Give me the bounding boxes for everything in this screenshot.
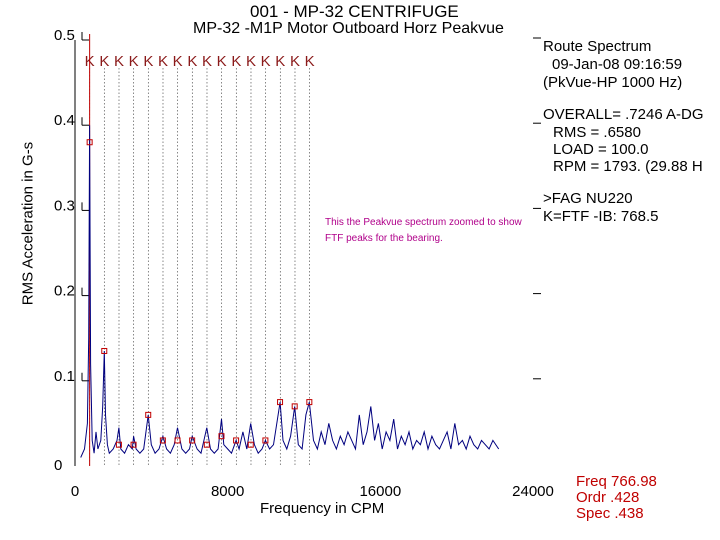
x-tick-label-1: 8000 xyxy=(211,483,244,500)
overall-value: OVERALL= .7246 A-DG xyxy=(543,106,704,123)
y-tick-marks-left xyxy=(81,32,89,382)
ftf-k-label-13: K xyxy=(261,53,271,70)
spectrum-trace xyxy=(80,125,500,458)
ftf-k-label-9: K xyxy=(202,53,212,70)
x-axis-label: Frequency in CPM xyxy=(260,500,385,517)
y-tick-label-1: 0.1 xyxy=(54,368,75,385)
peak-marker-12 xyxy=(247,441,254,448)
y-tick-label-0: 0 xyxy=(54,457,62,474)
cursor-order-readout: Ordr .428 xyxy=(576,489,640,506)
peak-marker-10 xyxy=(218,433,225,440)
peak-marker-9 xyxy=(203,441,210,448)
peak-marker-2 xyxy=(101,347,108,354)
ftf-k-label-15: K xyxy=(290,53,300,70)
y-tick-marks-right xyxy=(533,37,541,380)
peak-marker-4 xyxy=(130,441,137,448)
y-axis-label: RMS Acceleration in G-s xyxy=(19,141,37,306)
pkvue-label: (PkVue-HP 1000 Hz) xyxy=(543,74,683,91)
ftf-k-label-16: K xyxy=(305,53,315,70)
peak-marker-15 xyxy=(291,403,298,410)
route-spectrum-label: Route Spectrum xyxy=(543,38,652,55)
y-tick-label-2: 0.2 xyxy=(54,283,75,300)
peak-marker-13 xyxy=(262,437,269,444)
ftf-k-label-3: K xyxy=(114,53,124,70)
ftf-k-label-4: K xyxy=(129,53,139,70)
ftf-k-label-5: K xyxy=(143,53,153,70)
x-tick-label-3: 24000 xyxy=(512,483,554,500)
peak-marker-3 xyxy=(115,441,122,448)
peak-markers xyxy=(86,139,313,448)
annotation-note: This the Peakvue spectrum zoomed to show… xyxy=(325,217,522,244)
x-tick-label-0: 0 xyxy=(71,483,79,500)
ftf-k-label-11: K xyxy=(231,53,241,70)
spectrum-date: 09-Jan-08 09:16:59 xyxy=(552,56,683,73)
ftf-k-label-14: K xyxy=(275,53,285,70)
peak-marker-7 xyxy=(174,437,181,444)
y-tick-label-5: 0.5 xyxy=(54,27,75,44)
rpm-value: RPM = 1793. (29.88 H xyxy=(553,158,703,175)
chart-title: 001 - MP-32 CENTRIFUGE xyxy=(250,2,459,21)
ftf-marker-readout: K=FTF -IB: 768.5 xyxy=(543,208,659,225)
peak-marker-14 xyxy=(277,399,284,406)
ftf-k-label-7: K xyxy=(173,53,183,70)
cursor-freq-readout: Freq 766.98 xyxy=(576,473,657,490)
spectrum-line xyxy=(80,125,500,458)
peak-marker-6 xyxy=(159,437,166,444)
ftf-harmonic-lines xyxy=(89,68,310,466)
x-tick-label-2: 16000 xyxy=(359,483,401,500)
peak-marker-11 xyxy=(233,437,240,444)
load-value: LOAD = 100.0 xyxy=(553,141,649,158)
peak-marker-5 xyxy=(145,411,152,418)
rms-value: RMS = .6580 xyxy=(553,124,641,141)
ftf-k-label-6: K xyxy=(158,53,168,70)
ftf-k-label-2: K xyxy=(99,53,109,70)
y-tick-label-3: 0.3 xyxy=(54,197,75,214)
ftf-k-label-10: K xyxy=(217,53,227,70)
y-tick-label-4: 0.4 xyxy=(54,112,75,129)
cursor-spec-readout: Spec .438 xyxy=(576,505,644,522)
ftf-k-label-8: K xyxy=(187,53,197,70)
axis-tick-labels: 0 0.1 0.2 0.3 0.4 0.5 0 8000 16000 24000 xyxy=(54,27,554,500)
peak-marker-8 xyxy=(189,437,196,444)
bearing-label: >FAG NU220 xyxy=(543,190,633,207)
ftf-k-label-12: K xyxy=(246,53,256,70)
chart-subtitle: MP-32 -M1P Motor Outboard Horz Peakvue xyxy=(193,20,504,37)
peak-marker-1 xyxy=(86,139,93,146)
peak-marker-16 xyxy=(306,399,313,406)
